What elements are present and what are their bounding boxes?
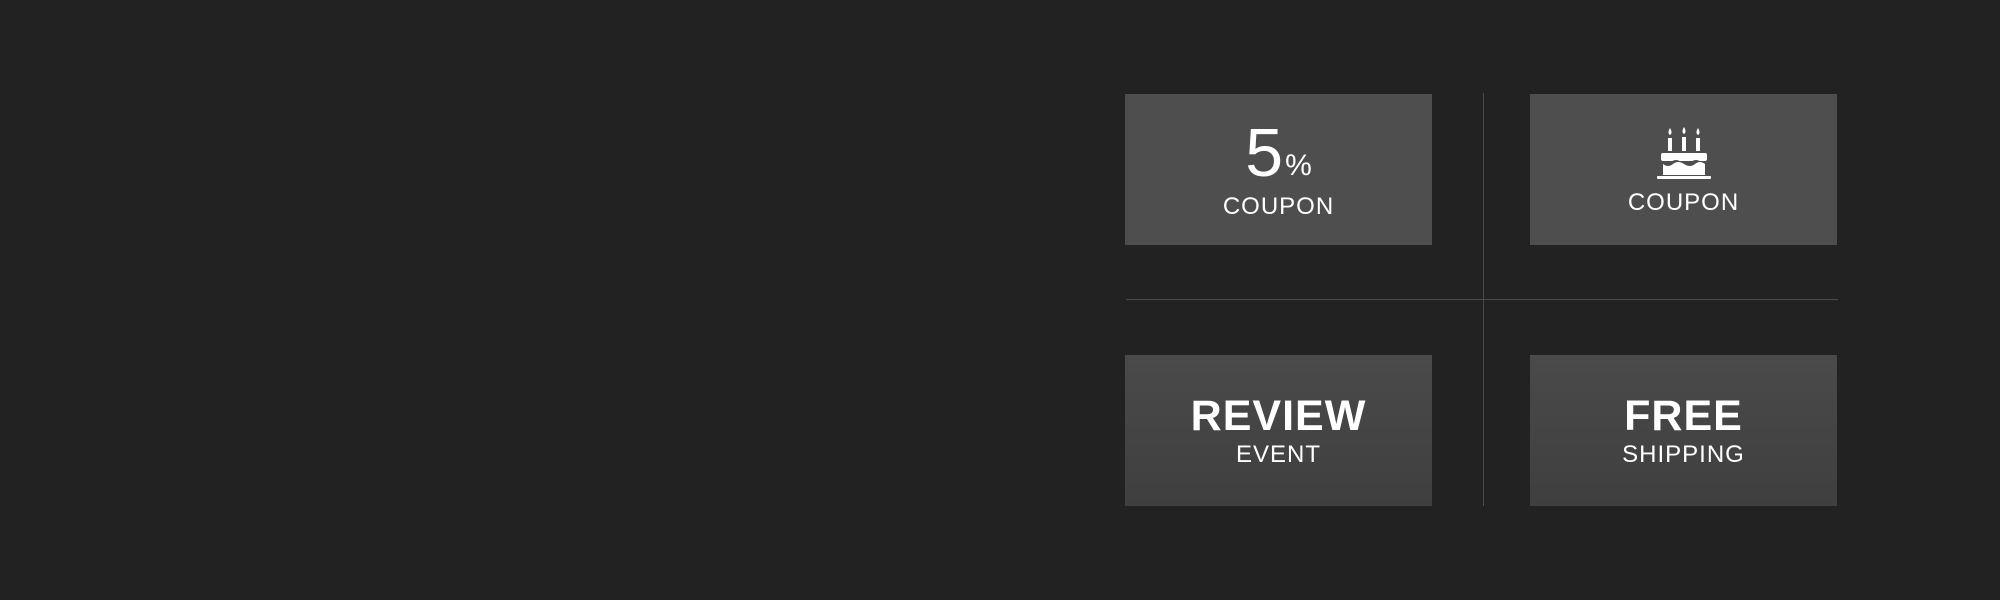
review-event-tile[interactable]: REVIEW EVENT: [1125, 355, 1432, 506]
percent-coupon-tile[interactable]: 5 % COUPON: [1125, 94, 1432, 245]
birthday-coupon-tile[interactable]: COUPON: [1530, 94, 1837, 245]
percent-coupon-value: 5 %: [1245, 114, 1312, 191]
review-event-title: REVIEW: [1190, 392, 1367, 440]
birthday-coupon-label: COUPON: [1627, 188, 1740, 216]
review-event-subtitle: EVENT: [1235, 441, 1321, 468]
free-shipping-tile[interactable]: FREE SHIPPING: [1530, 355, 1837, 506]
birthday-cake-icon: [1656, 126, 1711, 179]
percent-coupon-number: 5: [1245, 114, 1284, 191]
horizontal-divider: [1126, 299, 1838, 300]
benefits-grid: 5 % COUPON: [1125, 93, 1838, 506]
free-shipping-subtitle: SHIPPING: [1622, 441, 1745, 468]
free-shipping-title: FREE: [1624, 392, 1743, 440]
percent-coupon-label: COUPON: [1222, 192, 1335, 220]
percent-sign: %: [1285, 148, 1312, 182]
